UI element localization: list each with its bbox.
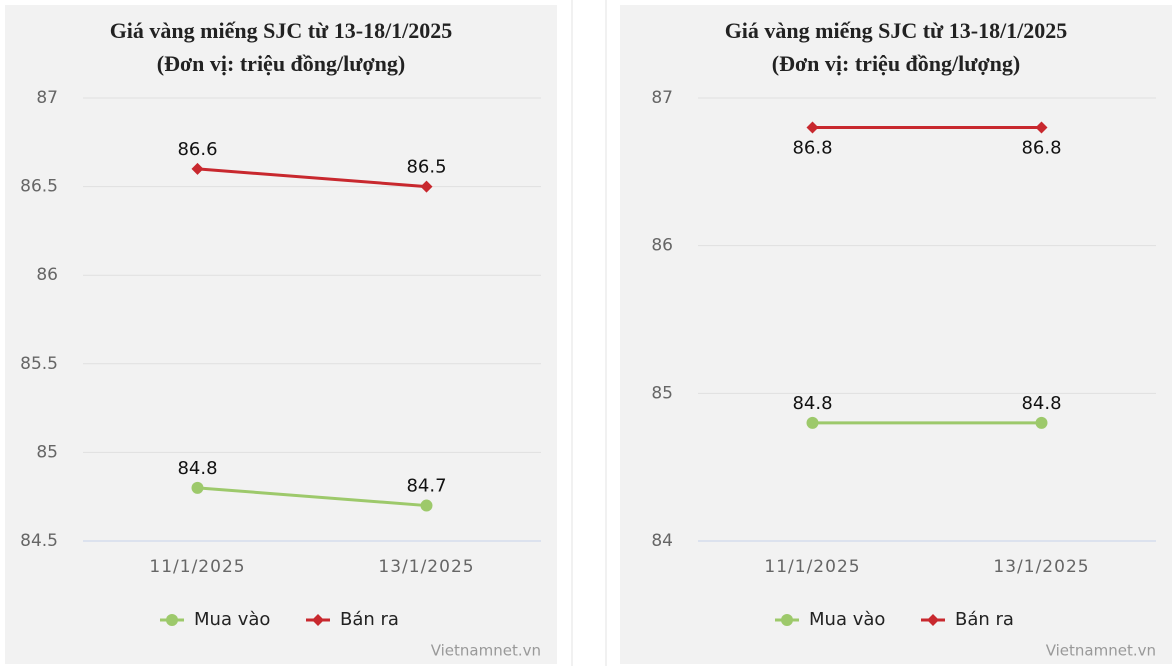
- data-label: 84.7: [406, 476, 446, 497]
- legend-label: Bán ra: [955, 609, 1014, 630]
- legend-marker: [166, 614, 178, 626]
- x-tick-label: 13/1/2025: [993, 557, 1089, 577]
- data-label: 84.8: [792, 393, 832, 414]
- panel: [5, 5, 557, 664]
- point: [806, 416, 819, 429]
- series-line: [197, 486, 427, 508]
- legend-label: Bán ra: [340, 609, 399, 630]
- point: [1035, 416, 1048, 429]
- source: Vietnamnet.vn: [431, 642, 541, 660]
- chart-subtitle: (Đơn vị: triệu đồng/lượng): [157, 51, 405, 76]
- chart-subtitle: (Đơn vị: triệu đồng/lượng): [772, 51, 1020, 76]
- y-tick-label: 87: [651, 88, 673, 108]
- x-tick-label: 11/1/2025: [149, 557, 245, 577]
- y-tick-label: 85: [651, 383, 673, 403]
- series-line: [197, 167, 427, 189]
- point: [191, 162, 204, 175]
- source: Vietnamnet.vn: [1046, 642, 1156, 660]
- y-tick-label: 84: [651, 531, 673, 551]
- data-label: 86.5: [406, 157, 446, 178]
- point: [191, 481, 204, 494]
- legend-label: Mua vào: [809, 609, 885, 630]
- y-tick-label: 84.5: [20, 531, 58, 551]
- legend-marker: [312, 614, 324, 626]
- data-label: 86.8: [1021, 138, 1061, 159]
- point: [1035, 121, 1048, 134]
- point: [806, 121, 819, 134]
- x-tick-label: 13/1/2025: [378, 557, 474, 577]
- data-label: 84.8: [1021, 393, 1061, 414]
- data-label: 86.8: [792, 138, 832, 159]
- chart-title: Giá vàng miếng SJC từ 13-18/1/2025: [110, 18, 453, 43]
- panel: [620, 5, 1172, 664]
- y-tick-label: 85: [36, 442, 58, 462]
- legend-marker: [927, 614, 939, 626]
- y-tick-label: 87: [36, 88, 58, 108]
- y-tick-label: 86.5: [20, 177, 58, 197]
- y-tick-label: 86: [36, 265, 58, 285]
- chart-title: Giá vàng miếng SJC từ 13-18/1/2025: [725, 18, 1068, 43]
- y-tick-label: 85.5: [20, 354, 58, 374]
- x-tick-label: 11/1/2025: [764, 557, 860, 577]
- legend-marker: [781, 614, 793, 626]
- point: [420, 499, 433, 512]
- legend-label: Mua vào: [194, 609, 270, 630]
- data-label: 84.8: [177, 458, 217, 479]
- data-label: 86.6: [177, 139, 217, 160]
- point: [420, 180, 433, 193]
- y-tick-label: 86: [651, 236, 673, 256]
